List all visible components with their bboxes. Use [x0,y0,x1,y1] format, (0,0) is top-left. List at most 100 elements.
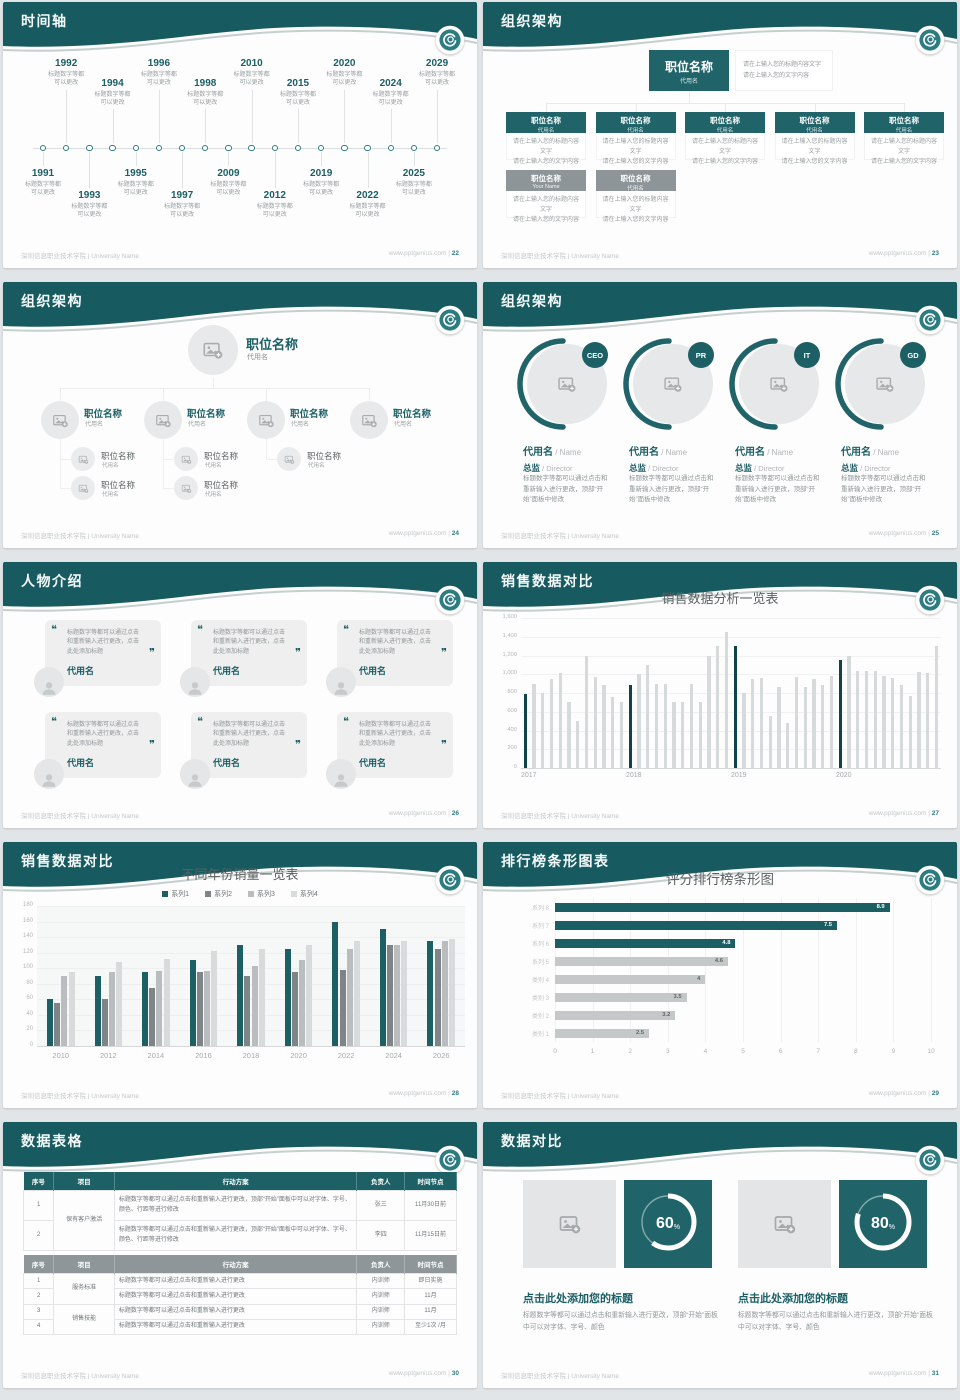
slide-22[interactable]: 时间轴 1992 标题数字等都 可以更改 1994 标题数字等都 可以更改 1996 标题数字等… [3,2,477,268]
member-name-en: Name [877,448,900,457]
axis-label: 100 [22,964,33,971]
connector-line [163,488,174,489]
axis-label: 0 [29,1042,33,1048]
timeline-dot [178,144,186,152]
legend-item: 系列4 [290,889,318,899]
footer-sep: | [446,530,452,537]
footer-page-number: 25 [931,530,939,537]
bar [926,673,930,768]
org-sub-avatar [71,447,95,471]
bar [856,671,860,768]
footer-site: www.pptgenius.com [868,810,927,817]
timeline-dot [364,144,371,152]
avatar [326,759,356,789]
grid-line [667,898,669,1042]
grid-line [37,937,465,939]
person-quote: 标题数字等都可以通过点击和重新输入进行更改，点击此处添加标题 [213,722,286,747]
axis-label: 1 [590,1048,595,1055]
footer-site: www.pptgenius.com [868,530,927,537]
grid-line [37,952,465,954]
bar [882,676,886,768]
org-node-title: 职位名称 [620,174,651,183]
timeline-caption-line: 可以更改 [77,212,102,219]
table-cell: 标题数字等都可以通过点击和重新输入进行更改 [113,1288,358,1305]
timeline-caption-line: 可以更改 [355,212,380,219]
connector-line [163,459,174,460]
timeline-stem [182,152,184,188]
org-node-sub: 代用名 [627,128,644,134]
slide-body: 不同年份销量一览表 系列1 系列2 系列3 系列4 180 160 140 120 100 80 60… [3,842,477,1108]
timeline-item: 1993 标题数字等都 可以更改 [59,190,119,219]
bar [434,948,441,1046]
org-node-title: 职位名称 [889,116,919,125]
slide-26[interactable]: 人物介绍 ❝ 标题数字等都可以通过点击和重新输入进行更改，点击此处添加标题 ❞ 代用名 ❝… [3,562,477,828]
image-placeholder-icon [774,1216,795,1234]
timeline-item: 2015 标题数字等都 可以更改 [268,78,328,107]
image-placeholder-box [523,1180,616,1268]
slide-23[interactable]: 组织架构 职位名称 代用名 请在上输入您的标题内容文字 请在上输入您的文字内容 职位名称代… [483,2,957,268]
footer-site-page: www.pptgenius.com | 30 [389,1370,459,1380]
axis-label: 6 [778,1048,783,1055]
bar [917,672,921,768]
slide-cell: 数据表格 序号 项目 行动方案 负责人 时间节点 1 保有客户激活 标题数字等都可以通过点击和重… [0,1120,480,1400]
timeline-item: 2024 标题数字等都 可以更改 [361,78,421,107]
org-node-box: 职位名称 代用名 [595,170,676,192]
timeline-item: 2022 标题数字等都 可以更改 [338,190,398,219]
footer-sep: | [446,810,452,817]
bar [555,974,706,984]
timeline-dot [225,144,232,152]
slide-25[interactable]: 组织架构 CEO 代用名 / Name 总监 / Director 标题数字等都可以通过… [483,282,957,548]
slide-29[interactable]: 排行榜条形图表 评分排行榜条形图 0 1 2 3 4 5 6 7 8 9 10 系列 8 8.9 系列 7 7.… [483,842,957,1108]
table-cell: 11月30日前 [404,1190,457,1221]
org-col-sub: 代用名 [291,422,310,428]
connector-line [904,103,905,112]
footer-university: 深圳信息职业技术学院 | University Name [501,1373,619,1380]
timeline-stem [367,152,369,188]
axis-label: 类别 3 [531,995,549,1002]
table-cell: 1 [22,1190,55,1221]
grid-line [37,1030,465,1032]
bar [821,684,825,768]
connector-line [163,388,164,401]
slide-30[interactable]: 数据表格 序号 项目 行动方案 负责人 时间节点 1 保有客户激活 标题数字等都可以通过点击和重… [3,1122,477,1388]
timeline-caption-line: 可以更改 [425,80,450,87]
slide-27[interactable]: 销售数据对比 销售数据分析一览表 1,600 1,400 1,200 1,000 800 60… [483,562,957,828]
bar-value-label: 2.5 [635,1030,644,1036]
person-card: ❝ 标题数字等都可以通过点击和重新输入进行更改，点击此处添加标题 ❞ 代用名 [337,620,453,686]
timeline-caption-line: 标题数字等都 [117,182,154,188]
bar [864,670,869,768]
axis-label: 9 [891,1048,896,1055]
bar [646,664,650,768]
member-name-line: 代用名 / Name [735,442,827,460]
plot-area [37,906,465,1046]
bar [108,972,115,1046]
bar [628,684,632,768]
org-sub-title: 职位名称 [204,451,239,461]
grid-line [521,749,941,751]
data-table: 序号 项目 行动方案 负责人 时间节点 1 服务标准 标题数字等都可以通过点击和重新输入进行更… [22,1255,457,1336]
footer-site-page: www.pptgenius.com | 29 [869,1090,939,1100]
slide-28[interactable]: 销售数据对比 不同年份销量一览表 系列1 系列2 系列3 系列4 180 160 140 120 1… [3,842,477,1108]
timeline-caption-line: 标题数字等都 [349,204,386,210]
timeline-year: 2020 [333,58,356,69]
bar [698,702,702,768]
connector-line [60,388,61,401]
slide-31[interactable]: 数据对比 60% 点击此处添加您的标题 标题数字等都可以通过点击和重新输入进行更改，顶… [483,1122,957,1388]
bar [299,960,306,1046]
bar-value-label: 3.2 [662,1012,671,1018]
org-node-box: 职位名称 代用名 [506,112,586,134]
slide-body: 序号 项目 行动方案 负责人 时间节点 1 保有客户激活 标题数字等都可以通过点击和重新输入进… [3,1122,477,1388]
timeline-year: 2022 [356,190,379,201]
axis-label: 60 [26,995,33,1002]
connector-line [60,488,71,489]
slide-body: 职位名称 代用名 请在上输入您的标题内容文字 请在上输入您的文字内容 职位名称 代用名 请在… [483,2,957,268]
slide-body: CEO 代用名 / Name 总监 / Director 标题数字等都可以通过点击和重… [483,282,957,548]
timeline-year: 2025 [402,168,425,179]
slide-footer: 深圳信息职业技术学院 | University Name www.pptgeniu… [21,1090,459,1100]
slide-24[interactable]: 组织架构 职位名称 代用名 职位名称 代用名 职位名称 代用名 职位名称 代用名 职位名称 代用名职… [3,282,477,548]
timeline-item: 1996 标题数字等都 可以更改 [129,58,189,87]
table-header-cell: 负责人 [356,1255,406,1274]
avatar-icon [188,682,202,695]
timeline-year: 1994 [101,78,124,89]
